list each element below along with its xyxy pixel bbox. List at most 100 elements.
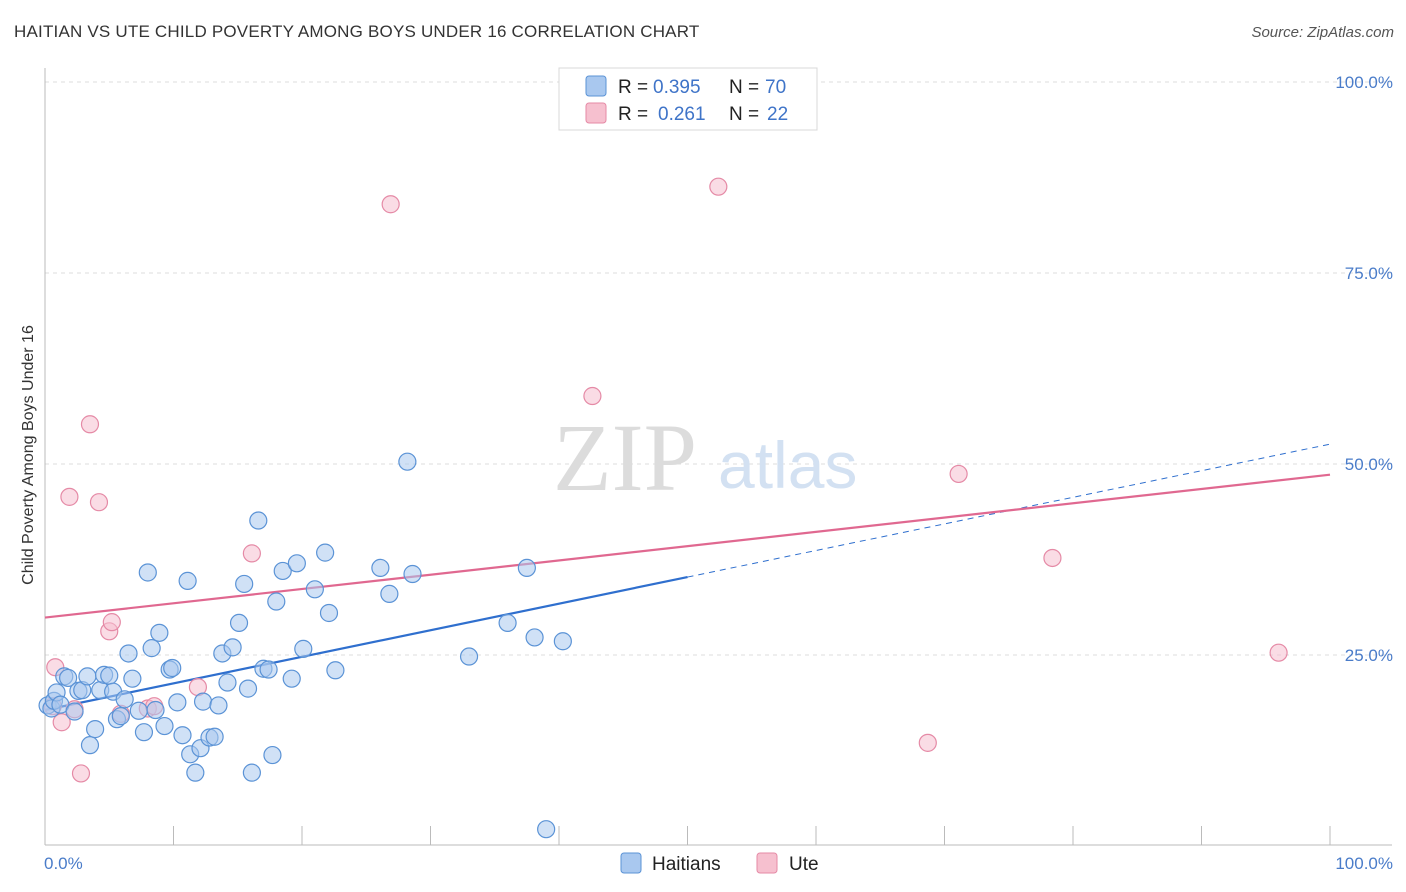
- point-haitians: [498, 613, 517, 633]
- series-legend: Haitians Ute: [620, 852, 819, 875]
- y-tick-label: 25.0%: [1345, 646, 1393, 665]
- point-haitians: [326, 661, 345, 680]
- point-haitians: [178, 571, 197, 590]
- point-haitians: [229, 613, 249, 633]
- axes: [44, 68, 1392, 846]
- watermark-zip: ZIP: [553, 404, 697, 511]
- point-haitians: [235, 574, 254, 594]
- point-ute: [709, 177, 728, 196]
- point-ute: [71, 764, 91, 783]
- trend-line-haitians: [44, 575, 688, 712]
- point-ute: [949, 464, 968, 484]
- legend-n-value-1: 70: [765, 77, 786, 98]
- point-haitians: [294, 639, 313, 658]
- point-ute: [89, 493, 109, 512]
- legend-r-value-2: 0.261: [658, 104, 706, 125]
- legend-n-value-2: 22: [767, 104, 788, 125]
- point-haitians: [80, 736, 100, 755]
- point-haitians: [65, 702, 84, 721]
- point-haitians: [100, 666, 119, 685]
- correlation-legend: R = 0.395 N = 70 R = 0.261 N = 22: [558, 67, 818, 131]
- legend-label-haitians: Haitians: [652, 854, 721, 875]
- point-haitians: [282, 669, 301, 688]
- tick-labels: 100.0% 75.0% 50.0% 25.0% 0.0% 100.0%: [44, 73, 1393, 873]
- y-tick-label: 50.0%: [1345, 455, 1393, 474]
- point-haitians: [155, 716, 174, 736]
- point-ute: [242, 544, 261, 563]
- legend-label-ute: Ute: [789, 854, 819, 875]
- trend-line-ute: [44, 473, 1331, 619]
- legend-swatch-haitians-bottom: [620, 852, 642, 874]
- x-tick-label: 100.0%: [1335, 854, 1393, 873]
- point-haitians: [138, 563, 157, 582]
- chart-title: HAITIAN VS UTE CHILD POVERTY AMONG BOYS …: [14, 22, 700, 41]
- legend-r-value-1: 0.395: [653, 77, 701, 98]
- point-haitians: [517, 558, 536, 578]
- source-label: Source: ZipAtlas.com: [1251, 24, 1394, 41]
- point-ute: [80, 415, 100, 434]
- point-haitians: [267, 592, 286, 611]
- point-haitians: [525, 628, 544, 647]
- point-haitians: [173, 726, 192, 745]
- point-haitians: [398, 452, 417, 471]
- y-axis-label: Child Poverty Among Boys Under 16: [20, 325, 37, 585]
- point-haitians: [287, 554, 306, 573]
- point-haitians: [223, 638, 242, 657]
- point-haitians: [205, 727, 224, 746]
- point-haitians: [273, 561, 292, 581]
- point-haitians: [242, 763, 261, 782]
- point-haitians: [193, 692, 213, 711]
- legend-n-label-2: N =: [729, 104, 759, 125]
- point-haitians: [403, 564, 422, 584]
- point-haitians: [316, 543, 335, 562]
- point-ute: [381, 195, 400, 214]
- point-haitians: [259, 660, 278, 679]
- point-haitians: [134, 723, 154, 742]
- point-haitians: [319, 603, 339, 623]
- point-haitians: [459, 647, 479, 666]
- point-ute: [52, 713, 71, 732]
- point-haitians: [115, 690, 134, 709]
- gridlines: [45, 81, 1392, 656]
- point-ute: [102, 613, 121, 632]
- point-haitians: [146, 700, 165, 720]
- point-haitians: [119, 644, 138, 663]
- point-haitians: [186, 763, 205, 782]
- point-haitians: [123, 669, 142, 688]
- point-haitians: [78, 667, 97, 686]
- point-haitians: [86, 720, 105, 739]
- y-tick-label: 100.0%: [1335, 73, 1393, 92]
- point-ute: [918, 733, 937, 752]
- point-haitians: [371, 558, 390, 578]
- point-haitians: [163, 658, 182, 678]
- legend-swatch-haitians: [585, 75, 607, 97]
- point-haitians: [168, 693, 187, 712]
- point-haitians: [305, 580, 324, 599]
- point-haitians: [209, 696, 228, 715]
- point-haitians: [249, 511, 268, 530]
- point-haitians: [142, 639, 161, 658]
- point-ute: [583, 386, 602, 406]
- legend-n-label-1: N =: [729, 77, 759, 98]
- point-haitians: [150, 623, 169, 642]
- legend-swatch-ute-bottom: [756, 852, 778, 874]
- point-haitians: [129, 701, 148, 720]
- point-ute: [1269, 643, 1288, 662]
- point-haitians: [238, 679, 258, 698]
- legend-r-label-1: R =: [618, 77, 648, 98]
- point-haitians: [59, 668, 78, 688]
- point-haitians: [380, 584, 399, 603]
- point-haitians: [218, 673, 237, 692]
- legend-swatch-ute: [585, 102, 607, 124]
- trend-lines: [44, 443, 1331, 712]
- point-ute: [1043, 548, 1062, 568]
- x-tick-label: 0.0%: [44, 854, 83, 873]
- point-haitians: [263, 745, 282, 765]
- point-haitians: [111, 707, 130, 726]
- data-points: [38, 177, 1288, 839]
- point-haitians: [537, 820, 556, 839]
- y-tick-label: 75.0%: [1345, 264, 1393, 283]
- point-ute: [60, 487, 79, 506]
- point-haitians: [553, 632, 572, 651]
